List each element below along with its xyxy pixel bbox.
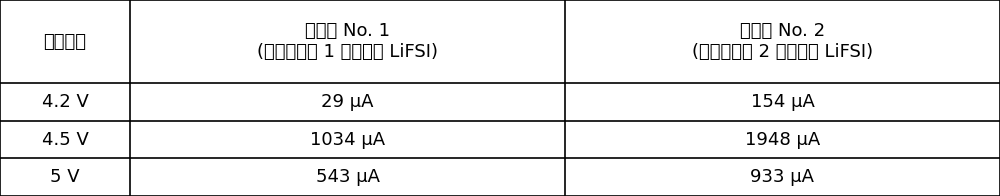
Text: 29 μA: 29 μA (321, 93, 374, 111)
Text: 543 μA: 543 μA (316, 168, 380, 186)
Text: 933 μA: 933 μA (750, 168, 814, 186)
Text: 4.5 V: 4.5 V (42, 131, 88, 149)
Text: 测量电压: 测量电压 (44, 33, 87, 51)
Text: 5 V: 5 V (50, 168, 80, 186)
Text: 1034 μA: 1034 μA (310, 131, 385, 149)
Text: 1948 μA: 1948 μA (745, 131, 820, 149)
Text: 154 μA: 154 μA (751, 93, 814, 111)
Text: 电解质 No. 1
(具有实施例 1 中获得的 LiFSI): 电解质 No. 1 (具有实施例 1 中获得的 LiFSI) (257, 22, 438, 61)
Text: 电解质 No. 2
(具有实施例 2 中获得的 LiFSI): 电解质 No. 2 (具有实施例 2 中获得的 LiFSI) (692, 22, 873, 61)
Text: 4.2 V: 4.2 V (42, 93, 88, 111)
